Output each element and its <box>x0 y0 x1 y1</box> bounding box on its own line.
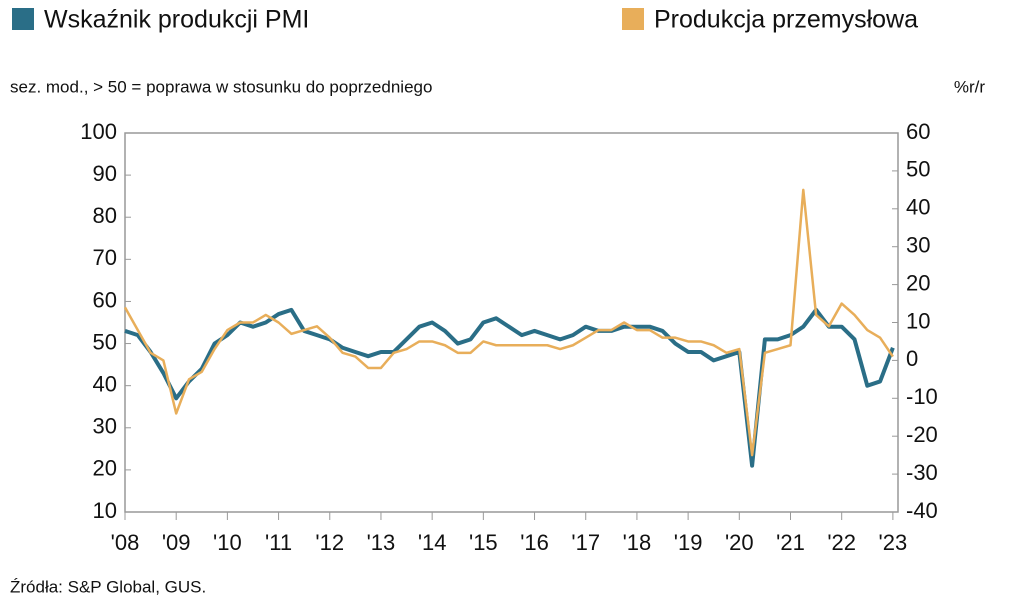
y2-tick-label: 60 <box>906 119 930 144</box>
x-tick-label: '11 <box>265 530 292 555</box>
x-tick-label: '08 <box>111 530 140 555</box>
series-line <box>124 307 895 468</box>
y-tick-label: 70 <box>93 245 117 270</box>
x-tick-label: '16 <box>520 530 549 555</box>
x-tick-label: '18 <box>623 530 652 555</box>
x-tick-label: '15 <box>469 530 498 555</box>
y2-tick-label: 10 <box>906 308 930 333</box>
x-tick-label: '21 <box>776 530 805 555</box>
x-tick-label: '20 <box>725 530 754 555</box>
y2-tick-label: -10 <box>906 384 938 409</box>
x-tick-label: '10 <box>213 530 242 555</box>
legend-swatch <box>622 8 644 30</box>
y2-tick-label: 30 <box>906 233 930 258</box>
y-tick-label: 100 <box>80 119 117 144</box>
series-line <box>123 188 894 457</box>
y-tick-label: 30 <box>93 414 117 439</box>
y2-tick-label: 20 <box>906 270 930 295</box>
source: Źródła: S&P Global, GUS. <box>10 577 206 596</box>
y2-tick-label: -40 <box>906 498 938 523</box>
legend-label: Wskaźnik produkcji PMI <box>44 6 309 34</box>
y2-tick-label: 0 <box>906 346 918 371</box>
x-tick-label: '13 <box>367 530 396 555</box>
y2-tick-label: -30 <box>906 460 938 485</box>
y-tick-label: 20 <box>93 456 117 481</box>
y-tick-label: 80 <box>93 203 117 228</box>
x-tick-label: '19 <box>674 530 703 555</box>
y-tick-label: 10 <box>93 498 117 523</box>
y-tick-label: 60 <box>93 287 117 312</box>
y-tick-label: 90 <box>93 161 117 186</box>
x-tick-label: '17 <box>571 530 600 555</box>
x-tick-label: '22 <box>827 530 856 555</box>
x-tick-label: '09 <box>162 530 191 555</box>
y-tick-label: 40 <box>93 371 117 396</box>
x-tick-label: '12 <box>315 530 344 555</box>
y2-tick-label: -20 <box>906 422 938 447</box>
x-tick-label: '23 <box>879 530 908 555</box>
y2-tick-label: 40 <box>906 195 930 220</box>
x-tick-label: '14 <box>418 530 447 555</box>
y2-tick-label: 50 <box>906 157 930 182</box>
legend-label: Produkcja przemysłowa <box>654 6 918 34</box>
y-axis-label: sez. mod., > 50 = poprawa w stosunku do … <box>10 77 432 96</box>
y-tick-label: 50 <box>93 329 117 354</box>
y2-axis-label: %r/r <box>954 77 986 96</box>
legend-swatch <box>12 8 34 30</box>
